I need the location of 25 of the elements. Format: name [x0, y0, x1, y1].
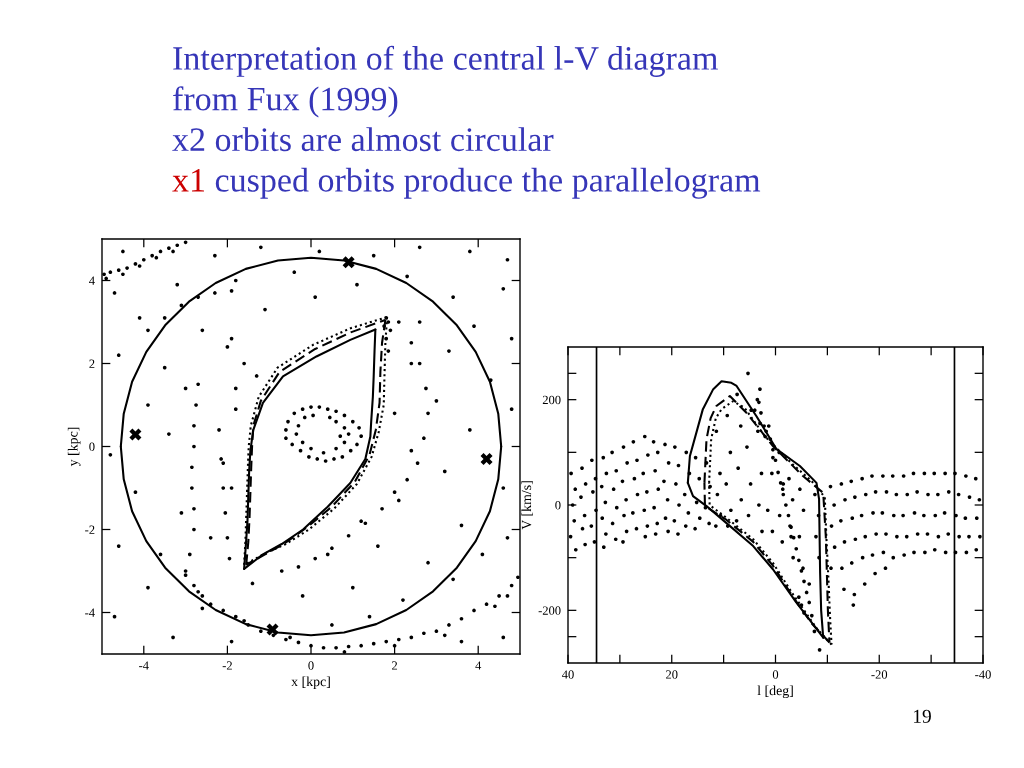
- chart-title: Interpretation of the central l-V diagram from Fux (1999): [173, 45, 718, 118]
- x-axis-title: l [deg]: [757, 685, 793, 699]
- y-tick-label: 0: [555, 501, 561, 510]
- y-tick-label: -2: [85, 525, 95, 534]
- x-tick-label: 0: [772, 670, 779, 679]
- x-tick-label: 40: [561, 670, 574, 679]
- y-tick-label: 200: [542, 395, 561, 405]
- x-tick-label: -2: [222, 661, 232, 670]
- y-tick-label: 2: [89, 359, 95, 368]
- x-tick-label: -4: [139, 661, 149, 670]
- y-tick-label: 4: [89, 276, 95, 285]
- x-tick-label: 0: [308, 661, 314, 670]
- y-tick-label: -4: [85, 608, 95, 617]
- y-axis-title: y [kpc]: [67, 427, 81, 467]
- x-tick-label: 4: [475, 661, 482, 670]
- y-axis-title: V [km/s]: [521, 481, 533, 530]
- chart-subtitle: x2 orbits are almost circular x1 cusped orbits produce the parallelogram: [172, 127, 761, 199]
- y-tick-label: 0: [89, 442, 95, 451]
- text: 19: [913, 709, 931, 723]
- x-tick-label: 20: [666, 670, 678, 679]
- x-tick-label: -20: [871, 670, 888, 679]
- x-tick-label: -40: [975, 670, 991, 679]
- x-axis-title: x [kpc]: [291, 676, 330, 690]
- y-tick-label: -200: [538, 606, 561, 615]
- x-tick-label: 2: [392, 661, 398, 670]
